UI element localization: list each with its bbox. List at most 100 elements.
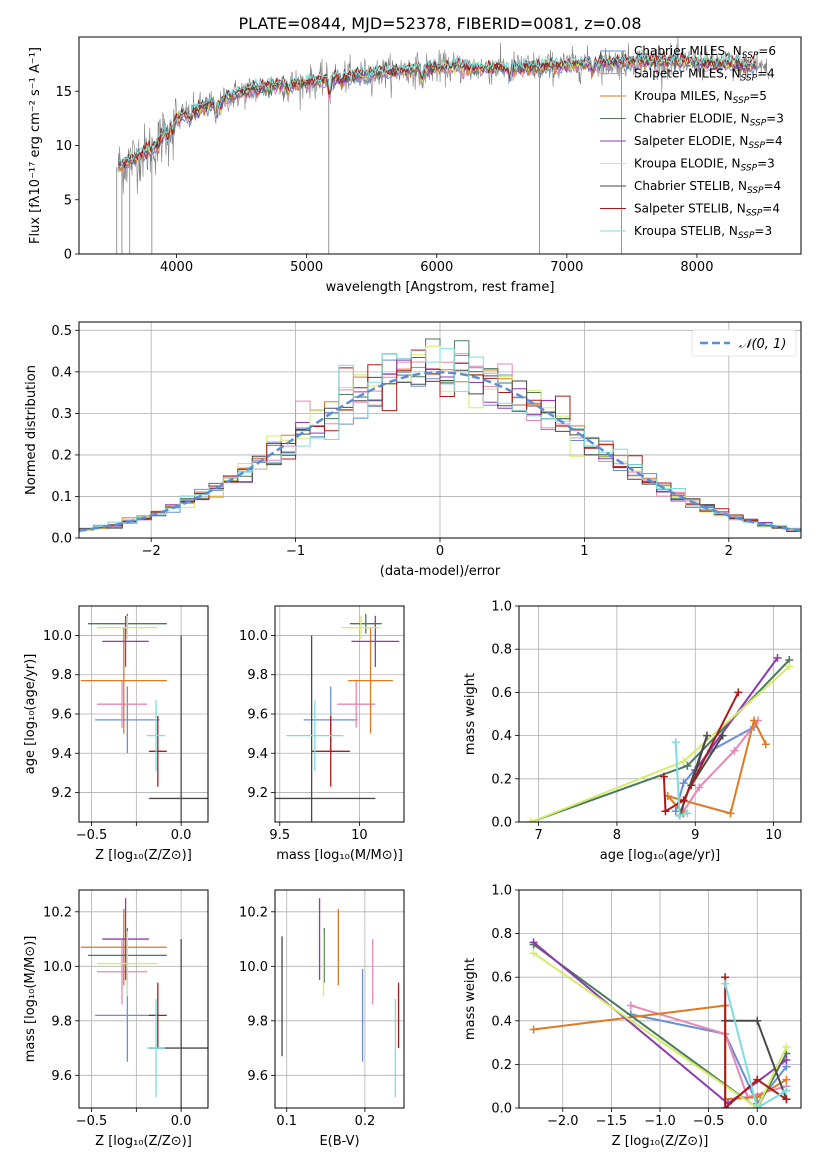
series-marker-chabrier_miles [679,779,688,788]
series-marker-kroupa_stelib [753,1104,762,1108]
legend-subscript: SSP [741,164,758,174]
series-marker-kroupa_stelib [683,809,692,818]
series-line-chabrier_stelib [678,735,724,816]
y-tick-label: 9.8 [51,668,72,683]
x-tick-label: 0.0 [747,1114,768,1129]
legend-text: Salpeter MILES, N [634,67,741,81]
series-marker-kroupa_elodie [782,1042,791,1051]
series-line-salpeter_stelib [662,691,740,813]
series-marker-chabrier_miles [671,807,680,816]
x-tick-label: 8000 [680,260,713,275]
legend-entry-gauss: 𝒩(0, 1) [739,337,786,352]
model-spectrum-kroupa_stelib [119,50,756,166]
y-tick-label: 9.6 [51,708,72,723]
series-marker-kroupa_miles [529,1025,538,1034]
legend-value: =4 [764,179,782,193]
series-line-kroupa_stelib [724,983,787,1108]
series-marker-salpeter_stelib [753,1075,762,1084]
x-tick-label: 2 [725,544,733,559]
x-tick-label: 6000 [420,260,453,275]
y-tick-label: 0.2 [491,1058,512,1073]
legend-text: Salpeter STELIB, N [634,202,746,216]
y-tick-label: 0.4 [491,1014,512,1029]
series-marker-salpeter_elodie [773,653,782,662]
series-marker-kroupa_stelib [675,811,684,820]
gaussian-curve [79,371,801,532]
series-line-salpeter_miles [682,719,759,812]
y-axis-label: mass weight [463,958,478,1040]
legend-value: =3 [757,157,775,171]
legend-subscript: SSP [750,119,767,129]
y-tick-label: 15 [55,85,72,100]
plot-area [275,613,400,822]
legend-text: Chabrier STELIB, N [634,179,747,193]
legend-entry-chabrier_elodie: Chabrier ELODIE, NSSP=3 [634,112,784,129]
legend-subscript: SSP [733,96,750,106]
x-tick-label: 7 [534,828,542,843]
y-tick-label: 10.0 [43,629,72,644]
series-marker-salpeter_stelib [679,796,688,805]
y-tick-label: 0.0 [491,1102,512,1117]
series-marker-chabrier_stelib [718,731,727,740]
y-tick-label: 9.6 [51,1069,72,1084]
y-tick-label: 0.2 [491,772,512,787]
legend-entry-salpeter_miles: Salpeter MILES, NSSP=4 [634,67,775,84]
x-tick-label: 8 [613,828,621,843]
axes-frame [518,605,802,823]
histogram-kroupa_stelib [79,348,801,534]
x-tick-label: −0.5 [76,828,108,843]
y-axis-label: age [log₁₀(age/yr)] [23,654,38,775]
legend-value: =4 [765,134,783,148]
x-tick-label: −0.5 [76,1114,108,1129]
legend-value: =4 [757,67,775,81]
y-tick-label: 0.0 [491,816,512,831]
y-tick-label: 0.8 [491,643,512,658]
series-marker-kroupa_elodie [785,662,794,671]
y-axis-label: mass weight [463,673,478,755]
plot-area [529,938,791,1108]
x-tick-label: 4000 [160,260,193,275]
mass-vs-metallicity-panel: −0.5 0.0 9.6 9.8 10.0 10.2 Z [log₁₀(Z/Z⊙)] mass… [23,889,209,1149]
legend-value: =3 [766,112,784,126]
series-marker-kroupa_miles [726,809,735,818]
figure-title: PLATE=0844, MJD=52378, FIBERID=0081, z=0… [238,14,641,33]
series-marker-chabrier_stelib [753,1016,762,1025]
plot-area [80,898,208,1108]
y-tick-label: 0.4 [491,729,512,744]
y-tick-label: 9.4 [247,747,268,762]
series-marker-kroupa_stelib [671,738,680,747]
series-marker-salpeter_stelib [721,1104,730,1108]
legend-subscript: SSP [738,231,755,241]
y-tick-label: 0 [64,248,72,263]
y-tick-label: 9.8 [247,668,268,683]
age-vs-mass-panel: 9.5 10 9.2 9.4 9.6 9.8 10.0 mass [log₁₀(M/M⊙)] [239,605,405,863]
x-axis-label: Z [log₁₀(Z/Z⊙)] [612,1134,709,1149]
legend-subscript: SSP [742,51,759,61]
plot-area [281,898,400,1098]
legend-text: Kroupa MILES, N [634,89,733,103]
spectrum-panel: 4000 5000 6000 7000 8000 0 5 10 15 wavelength [An… [28,36,802,295]
x-tick-label: −1 [286,544,305,559]
plot-area [116,37,769,254]
legend-entry-kroupa_miles: Kroupa MILES, NSSP=5 [634,89,767,106]
x-tick-label: 0.0 [171,828,192,843]
legend-value: =3 [754,224,772,238]
y-tick-label: 0.8 [491,927,512,942]
series-marker-salpeter_stelib [661,807,670,816]
y-tick-label: 1.0 [491,600,512,615]
x-axis-label: Z [log₁₀(Z/Z⊙)] [95,1134,192,1149]
legend-entry-kroupa_elodie: Kroupa ELODIE, NSSP=3 [634,157,775,174]
y-tick-label: 0.6 [491,686,512,701]
x-tick-label: 0 [436,544,444,559]
y-tick-label: 9.8 [247,1014,268,1029]
series-marker-kroupa_miles [782,1075,791,1084]
plot-area [79,338,801,534]
legend-subscript: SSP [747,186,764,196]
y-tick-label: 10.0 [239,960,268,975]
mass-weight-vs-metallicity-panel: −2.0 −1.5 −1.0 −0.5 0.0 0.0 0.2 0.4 0.6 0.8 1.0 Z [… [463,884,802,1149]
plot-area [526,653,794,822]
y-tick-label: 0.5 [51,324,72,339]
axes-frame [274,889,405,1109]
series-marker-salpeter_stelib [734,688,743,697]
